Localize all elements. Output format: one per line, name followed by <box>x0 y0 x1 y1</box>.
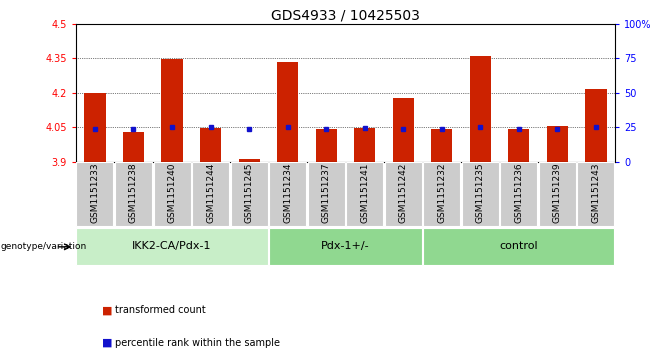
Text: GSM1151241: GSM1151241 <box>360 163 369 223</box>
Title: GDS4933 / 10425503: GDS4933 / 10425503 <box>271 8 420 23</box>
Text: GSM1151239: GSM1151239 <box>553 163 562 223</box>
Bar <box>115 162 152 226</box>
Text: GSM1151237: GSM1151237 <box>322 163 331 223</box>
Text: GSM1151232: GSM1151232 <box>438 163 446 223</box>
Text: GSM1151244: GSM1151244 <box>206 163 215 223</box>
Text: GSM1151243: GSM1151243 <box>592 163 601 223</box>
Bar <box>76 228 268 265</box>
Bar <box>238 159 260 162</box>
Bar <box>161 59 183 162</box>
Text: percentile rank within the sample: percentile rank within the sample <box>115 338 280 348</box>
Text: GSM1151245: GSM1151245 <box>245 163 253 223</box>
Bar <box>123 132 144 162</box>
Text: transformed count: transformed count <box>115 305 206 315</box>
Text: GSM1151234: GSM1151234 <box>283 163 292 223</box>
Bar <box>539 162 576 226</box>
Bar <box>346 162 383 226</box>
Bar <box>586 89 607 162</box>
Bar <box>76 162 113 226</box>
Text: GSM1151235: GSM1151235 <box>476 163 485 223</box>
Bar <box>470 56 491 162</box>
Bar <box>431 129 453 162</box>
Bar <box>200 128 221 162</box>
Bar <box>393 98 414 162</box>
Bar <box>316 129 337 162</box>
Bar <box>423 228 615 265</box>
Bar <box>269 228 422 265</box>
Bar <box>354 128 375 162</box>
Text: GSM1151233: GSM1151233 <box>90 163 99 223</box>
Text: GSM1151240: GSM1151240 <box>168 163 176 223</box>
Bar <box>508 129 530 162</box>
Bar <box>500 162 538 226</box>
Text: GSM1151238: GSM1151238 <box>129 163 138 223</box>
Bar <box>192 162 229 226</box>
Bar <box>277 61 298 162</box>
Bar <box>385 162 422 226</box>
Bar <box>84 93 105 162</box>
Text: GSM1151242: GSM1151242 <box>399 163 408 223</box>
Bar <box>462 162 499 226</box>
Bar <box>308 162 345 226</box>
Text: IKK2-CA/Pdx-1: IKK2-CA/Pdx-1 <box>132 241 212 251</box>
Bar <box>269 162 306 226</box>
Bar <box>230 162 268 226</box>
Text: ■: ■ <box>102 305 113 315</box>
Bar <box>423 162 461 226</box>
Text: control: control <box>499 241 538 251</box>
Text: genotype/variation: genotype/variation <box>1 242 87 251</box>
Text: ■: ■ <box>102 338 113 348</box>
Bar <box>153 162 191 226</box>
Text: GSM1151236: GSM1151236 <box>515 163 523 223</box>
Bar <box>578 162 615 226</box>
Bar <box>547 126 568 162</box>
Text: Pdx-1+/-: Pdx-1+/- <box>321 241 370 251</box>
